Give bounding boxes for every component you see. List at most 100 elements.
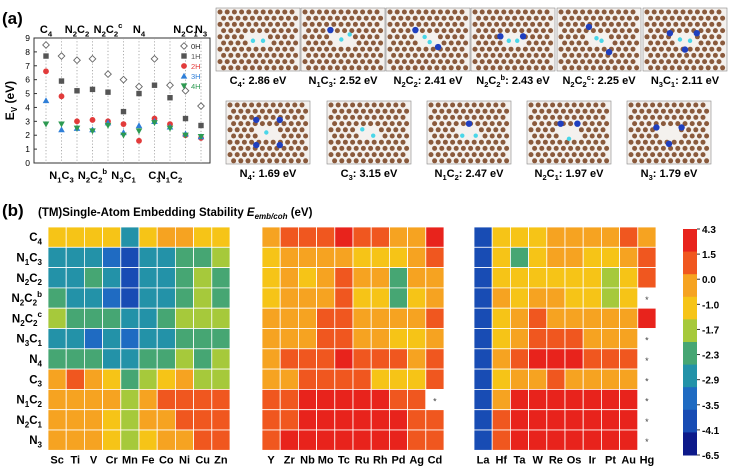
carbon-atom bbox=[386, 127, 392, 133]
carbon-atom bbox=[288, 158, 294, 164]
carbon-atom bbox=[448, 52, 454, 58]
heatmap-cell bbox=[120, 348, 140, 370]
carbon-atom bbox=[224, 9, 230, 15]
carbon-atom bbox=[394, 59, 400, 65]
carbon-atom bbox=[500, 152, 506, 158]
heatmap-cell bbox=[473, 409, 493, 431]
carbon-atom bbox=[572, 59, 578, 65]
heatmap-cell bbox=[407, 388, 427, 411]
carbon-atom bbox=[270, 102, 276, 108]
carbon-atom bbox=[612, 28, 618, 34]
carbon-atom bbox=[228, 40, 234, 46]
carbon-atom bbox=[582, 108, 588, 114]
carbon-atom bbox=[500, 102, 506, 108]
carbon-atom bbox=[386, 139, 392, 145]
carbon-atom bbox=[598, 28, 604, 34]
carbon-atom bbox=[686, 114, 692, 120]
carbon-atom bbox=[241, 152, 247, 158]
carbon-atom bbox=[490, 65, 496, 71]
carbon-atom bbox=[644, 59, 650, 65]
carbon-atom bbox=[642, 127, 648, 133]
carbon-atom bbox=[257, 52, 263, 58]
carbon-atom bbox=[568, 158, 574, 164]
heatmap-cell bbox=[156, 328, 176, 350]
carbon-atom bbox=[295, 108, 301, 114]
carbon-atom bbox=[416, 21, 422, 27]
heatmap-cell bbox=[582, 226, 602, 248]
carbon-atom bbox=[391, 52, 397, 58]
structure-image bbox=[626, 100, 712, 165]
carbon-atom bbox=[342, 114, 348, 120]
carbon-atom bbox=[299, 139, 305, 145]
nitrogen-atom bbox=[327, 26, 334, 34]
carbon-atom bbox=[482, 158, 488, 164]
carbon-atom bbox=[275, 59, 281, 65]
heatmap-cell bbox=[491, 287, 511, 309]
heatmap-cell bbox=[297, 388, 317, 411]
heatmap-cell bbox=[491, 328, 511, 350]
heatmap-cell bbox=[528, 348, 548, 370]
carbon-atom bbox=[217, 21, 223, 27]
structure-image bbox=[215, 7, 301, 72]
carbon-atom bbox=[441, 40, 447, 46]
heatmap-cell bbox=[156, 287, 176, 309]
carbon-atom bbox=[515, 9, 521, 15]
carbon-atom bbox=[594, 59, 600, 65]
carbon-atom bbox=[238, 108, 244, 114]
carbon-atom bbox=[450, 139, 456, 145]
heatmap-cell bbox=[546, 368, 566, 390]
carbon-atom bbox=[234, 139, 240, 145]
heatmap-cell bbox=[193, 267, 213, 289]
column-label: V bbox=[90, 454, 98, 466]
carbon-atom bbox=[623, 46, 629, 52]
carbon-atom bbox=[644, 21, 650, 27]
heatmap-cell bbox=[193, 388, 213, 411]
carbon-atom bbox=[419, 15, 425, 21]
carbon-atom bbox=[299, 102, 305, 108]
carbon-atom bbox=[387, 46, 393, 52]
carbon-atom bbox=[364, 152, 370, 158]
carbon-atom bbox=[360, 158, 366, 164]
heatmap-cell bbox=[388, 287, 408, 309]
carbon-atom bbox=[475, 121, 481, 127]
nitrogen-atom bbox=[465, 120, 473, 127]
carbon-atom bbox=[394, 9, 400, 15]
heatmap-cell bbox=[120, 287, 140, 309]
carbon-atom bbox=[363, 40, 369, 46]
carbon-atom bbox=[259, 158, 265, 164]
data-point-1h bbox=[167, 95, 173, 101]
carbon-atom bbox=[342, 28, 348, 34]
carbon-atom bbox=[356, 40, 362, 46]
carbon-atom bbox=[252, 108, 258, 114]
heatmap-cell bbox=[261, 348, 281, 370]
structure-caption: N2C1: 1.97 eV bbox=[535, 168, 605, 182]
carbon-atom bbox=[720, 28, 726, 34]
carbon-atom bbox=[496, 108, 502, 114]
carbon-atom bbox=[504, 108, 510, 114]
carbon-atom bbox=[490, 52, 496, 58]
heatmap-cell bbox=[473, 328, 493, 350]
colorbar-segment bbox=[683, 251, 697, 275]
carbon-atom bbox=[457, 114, 463, 120]
carbon-atom bbox=[616, 59, 622, 65]
carbon-atom bbox=[309, 46, 315, 52]
carbon-atom bbox=[598, 65, 604, 71]
carbon-atom bbox=[651, 59, 657, 65]
carbon-atom bbox=[619, 65, 625, 71]
carbon-atom bbox=[260, 21, 266, 27]
carbon-atom bbox=[569, 65, 575, 71]
carbon-atom bbox=[604, 108, 610, 114]
heatmap-cell bbox=[138, 307, 158, 329]
carbon-atom bbox=[328, 102, 334, 108]
carbon-atom bbox=[655, 28, 661, 34]
carbon-atom bbox=[249, 15, 255, 21]
carbon-atom bbox=[608, 59, 614, 65]
heatmap-cell bbox=[211, 267, 231, 289]
carbon-atom bbox=[504, 65, 510, 71]
carbon-atom bbox=[448, 28, 454, 34]
heatmap-cell bbox=[102, 348, 122, 370]
carbon-atom bbox=[689, 145, 695, 151]
heatmap-cell bbox=[582, 287, 602, 309]
carbon-atom bbox=[700, 152, 706, 158]
carbon-atom bbox=[289, 9, 295, 15]
